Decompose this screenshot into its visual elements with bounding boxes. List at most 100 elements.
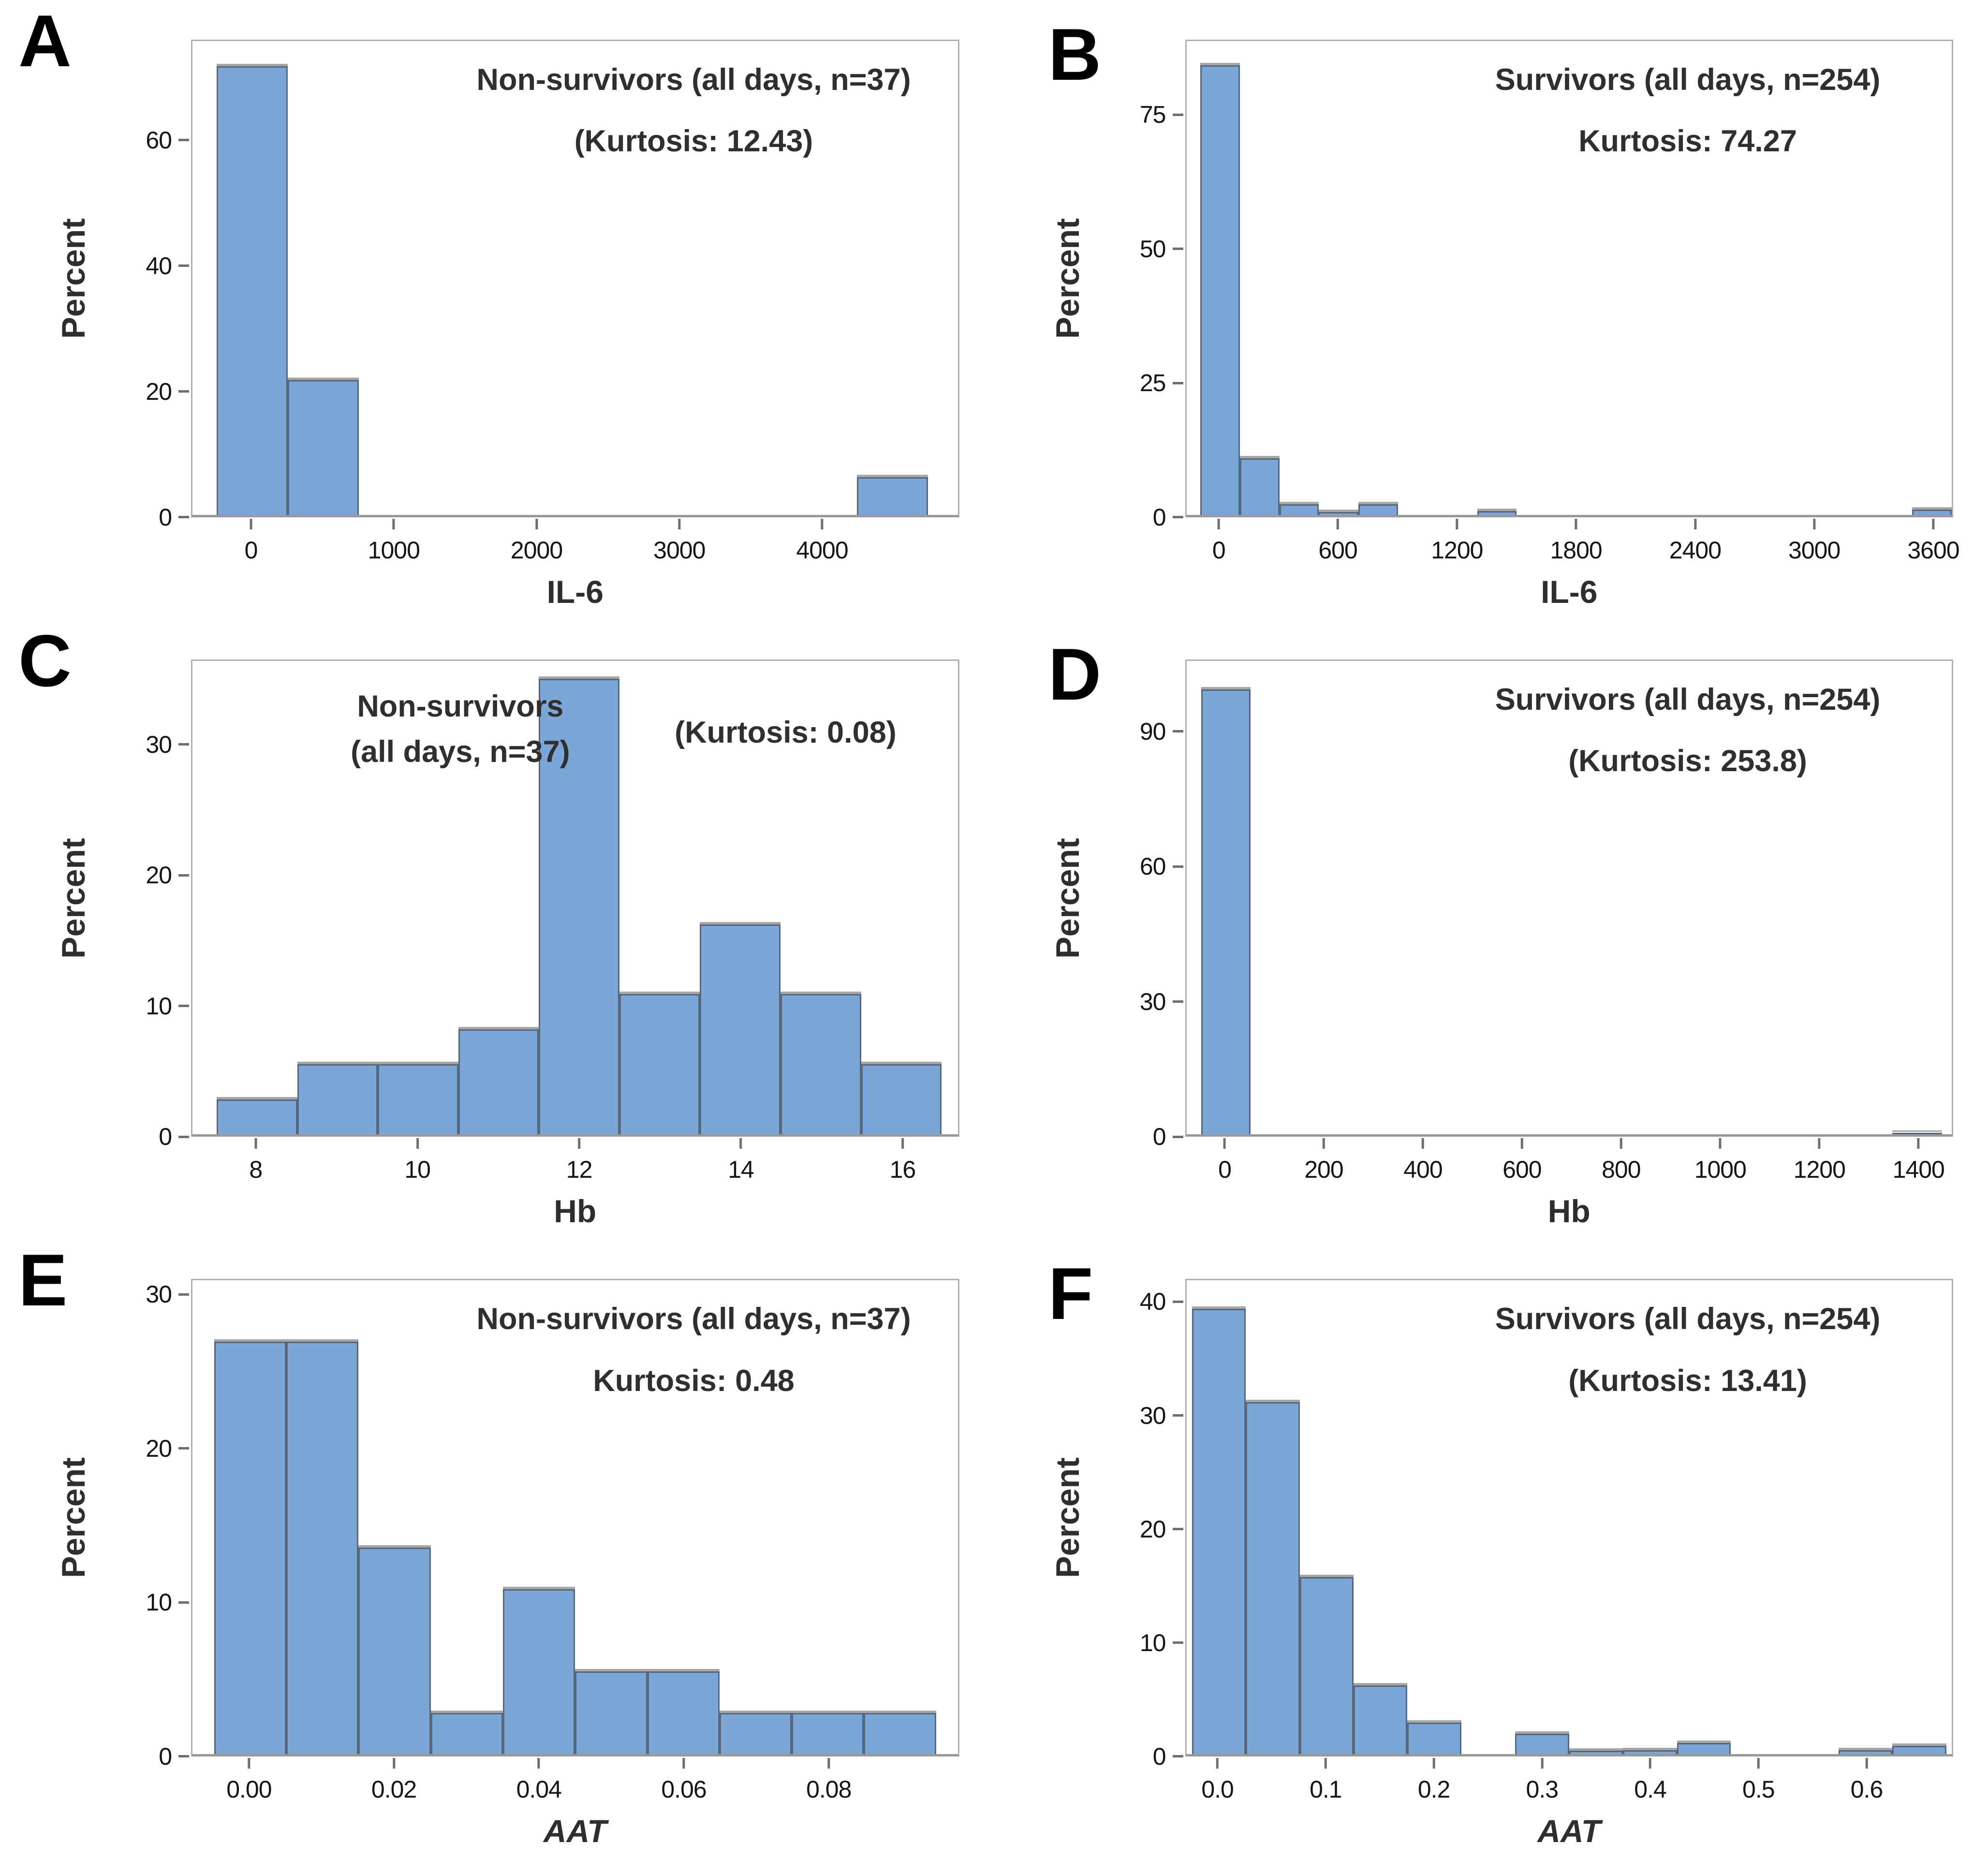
histogram-bar — [1201, 689, 1251, 1135]
x-tick-mark — [1693, 518, 1696, 529]
y-tick-mark — [178, 264, 189, 267]
x-tick: 3000 — [653, 518, 706, 564]
x-tick-mark — [1217, 518, 1220, 529]
histogram-bar — [217, 66, 288, 515]
y-tick-mark — [1172, 1641, 1183, 1644]
histogram-bar — [1912, 509, 1952, 515]
plot-wrapper: Survivors (all days, n=254) (Kurtosis: 13… — [1140, 1279, 1953, 1849]
x-tick-label: 1200 — [1793, 1156, 1846, 1184]
y-tick-mark — [1172, 1414, 1183, 1417]
x-tick-mark — [678, 518, 681, 529]
x-tick-mark — [1932, 518, 1935, 529]
x-tick-label: 3000 — [1788, 536, 1841, 564]
x-tick-label: 0 — [244, 536, 258, 564]
annotation-line: Non-survivors (all days, n=37) — [476, 63, 911, 97]
plot-wrapper: Non-survivors (all days, n=37) (Kurtosis: … — [146, 659, 959, 1229]
y-axis-label: Percent — [1049, 837, 1086, 959]
x-tick-mark — [1324, 1757, 1327, 1769]
y-tick-label: 40 — [146, 252, 172, 279]
x-tick: 0.02 — [371, 1757, 417, 1803]
y-tick-label: 0 — [1152, 503, 1166, 531]
plot-area: Non-survivors (all days, n=37) (Kurtosis:… — [191, 40, 959, 517]
y-tick-mark — [1172, 1528, 1183, 1531]
x-tick-mark — [821, 518, 824, 529]
x-tick-mark — [1520, 1138, 1523, 1149]
histogram-panel-D: D Percent Survivors (all days, n=254) (Ku… — [994, 620, 1988, 1240]
histogram-bar — [700, 924, 781, 1135]
x-tick-mark — [1541, 1757, 1544, 1769]
plot-area: Survivors (all days, n=254) (Kurtosis: 25… — [1185, 659, 1953, 1137]
x-tick: 3600 — [1907, 518, 1960, 564]
histogram-bar — [288, 380, 359, 515]
y-tick: 30 — [146, 1280, 189, 1308]
annotations-group: Non-survivors (all days, n=37) Kurtosis: … — [192, 1280, 958, 1754]
x-tick: 0.5 — [1742, 1757, 1775, 1803]
y-tick-mark — [178, 1005, 189, 1008]
histogram-bar — [378, 1064, 458, 1135]
bars-group — [1187, 1280, 1952, 1754]
y-tick: 30 — [146, 731, 189, 759]
y-tick-label: 30 — [146, 1281, 172, 1308]
x-tick-label: 0.06 — [661, 1775, 707, 1803]
x-tick-label: 0 — [1212, 536, 1226, 564]
x-tick: 0.06 — [661, 1757, 707, 1803]
y-tick-label: 30 — [1139, 1402, 1166, 1429]
y-tick-mark — [178, 1755, 189, 1758]
histogram-panel-C: C Percent Non-survivors (all days, n=37) (… — [0, 620, 994, 1240]
y-tick-mark — [1172, 865, 1183, 868]
x-tick-label: 0.04 — [516, 1775, 562, 1803]
x-tick-mark — [1456, 518, 1458, 529]
x-tick-mark — [393, 1757, 396, 1769]
x-tick-mark — [248, 1757, 250, 1769]
x-tick-mark — [578, 1138, 581, 1149]
x-tick-label: 16 — [889, 1156, 916, 1184]
x-tick-mark — [1865, 1757, 1868, 1769]
y-tick: 10 — [146, 1588, 189, 1616]
y-tick: 0 — [1153, 1123, 1183, 1151]
x-tick: 0.4 — [1634, 1757, 1667, 1803]
x-tick-label: 0.0 — [1201, 1775, 1234, 1803]
x-tick: 4000 — [796, 518, 849, 564]
x-tick: 400 — [1403, 1138, 1443, 1184]
x-tick: 600 — [1502, 1138, 1542, 1184]
plot-wrapper: Survivors (all days, n=254) Kurtosis: 74.… — [1140, 40, 1960, 610]
annotations-group: Non-survivors (all days, n=37) (Kurtosis: … — [192, 661, 958, 1135]
x-axis-label: Hb — [554, 1193, 597, 1230]
x-tick-label: 600 — [1502, 1156, 1542, 1184]
y-tick-label: 10 — [146, 992, 172, 1020]
y-tick-mark — [178, 1293, 189, 1296]
plot-wrapper: Non-survivors (all days, n=37) Kurtosis: … — [146, 1279, 959, 1849]
x-tick-label: 10 — [404, 1156, 431, 1184]
bars-group — [1187, 661, 1952, 1135]
x-tick-mark — [254, 1138, 257, 1149]
x-tick: 12 — [566, 1138, 592, 1184]
y-tick-mark — [1172, 1135, 1183, 1138]
bars-group — [192, 41, 958, 515]
histogram-bar — [297, 1064, 378, 1135]
histogram-bar — [719, 1713, 792, 1754]
panel-letter: D — [1048, 633, 1102, 716]
y-tick: 0 — [1153, 1742, 1183, 1771]
y-tick: 40 — [146, 252, 189, 280]
y-tick-mark — [178, 390, 189, 393]
x-tick: 0.04 — [516, 1757, 562, 1803]
annotation-line: Non-survivors (all days, n=37) — [476, 1302, 911, 1336]
x-tick: 1200 — [1793, 1138, 1846, 1184]
histogram-bar — [1407, 1722, 1461, 1754]
histogram-bar — [1623, 1750, 1677, 1754]
histogram-bar — [575, 1671, 648, 1754]
panel-letter: B — [1048, 14, 1102, 96]
x-tick-mark — [1432, 1757, 1435, 1769]
annotation-line: (Kurtosis: 253.8) — [1568, 744, 1807, 778]
x-tick-label: 200 — [1304, 1156, 1343, 1184]
x-tick: 14 — [728, 1138, 754, 1184]
annotations-group: Survivors (all days, n=254) (Kurtosis: 13… — [1187, 1280, 1952, 1754]
y-tick-label: 75 — [1139, 101, 1166, 129]
histogram-bar — [358, 1548, 431, 1754]
x-tick: 0.2 — [1418, 1757, 1450, 1803]
histogram-bar — [214, 1341, 287, 1754]
y-tick-mark — [178, 743, 189, 746]
panel-letter: C — [18, 619, 72, 702]
y-tick-label: 10 — [1139, 1629, 1166, 1656]
annotation-line: (all days, n=37) — [351, 734, 570, 769]
